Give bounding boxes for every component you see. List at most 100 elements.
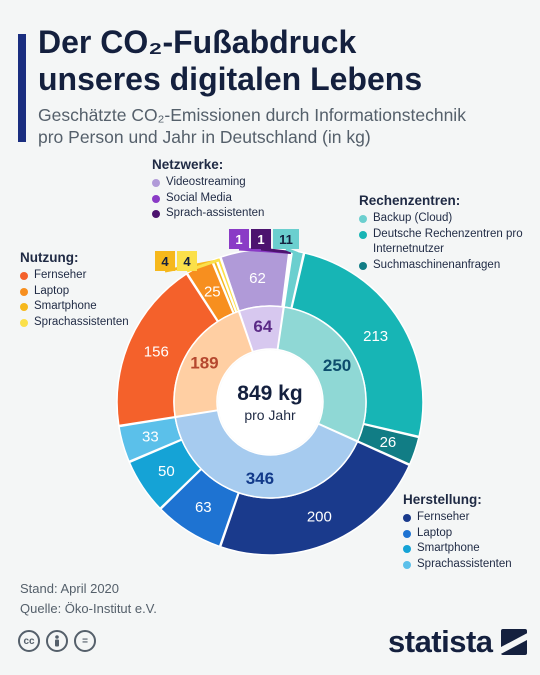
legend-swatch [152,210,160,218]
outer-value-label: 26 [380,434,397,451]
small-value-tab [273,229,299,249]
legend-item: Sprachassistenten [20,315,160,331]
legend-label: Sprach-assistenten [166,207,265,219]
legend-swatch [359,215,367,223]
nd-equals-icon[interactable]: = [74,630,96,652]
legend-swatch [20,318,28,327]
legend-item: Fernseher [20,268,160,284]
brand-name: statista [388,624,493,659]
outer-value-label: 200 [307,508,332,525]
small-value-connector [260,247,292,254]
outer-value-label: 1 [235,232,242,247]
legend-nutzung: Nutzung: Fernseher Laptop Smartphone Sprach… [20,250,160,330]
legend-title: Herstellung: [403,492,482,507]
legend-item: Deutsche Rechenzentren pro Internetnutze… [359,227,529,258]
title-line-2: unseres digitalen Lebens [38,61,423,97]
outer-value-label: 213 [363,328,388,345]
legend-swatch [359,230,367,239]
license-icons: cc = [18,630,96,652]
legend-label: Videostreaming [166,176,246,188]
outer-value-label: 50 [158,463,175,480]
legend-label: Smartphone [417,542,480,554]
inner-value-label: 346 [246,469,274,488]
total-label: pro Jahr [244,407,296,423]
legend-label: Smartphone [34,300,97,312]
legend-label: Deutsche Rechenzentren pro Internetnutze… [373,227,523,256]
outer-value-label: 4 [161,254,169,269]
footer-notes: Stand: April 2020 Quelle: Öko-Institut e… [20,579,157,619]
small-value-connector [285,247,299,255]
outer-value-label: 4 [183,254,191,269]
footer-stand: Stand: April 2020 [20,581,120,596]
inner-value-label: 189 [190,354,218,373]
title-accent-bar [18,34,26,142]
small-value-tab [229,229,249,249]
legend-item: Laptop [20,284,160,300]
legend-item: Sprach-assistenten [152,206,282,222]
small-value-tab [177,251,197,271]
legend-swatch [20,303,28,311]
legend-item: Backup (Cloud) [359,211,529,227]
legend-item: Videostreaming [152,175,282,191]
legend-label: Fernseher [34,269,87,281]
center-hole [218,350,322,454]
legend-swatch [403,514,411,522]
legend-rechenzentren: Rechenzentren: Backup (Cloud) Deutsche Re… [359,193,529,273]
inner-segment-2 [174,409,359,499]
legend-title: Rechenzentren: [359,193,461,208]
outer-value-label: 62 [249,270,266,287]
legend-swatch [152,179,160,187]
inner-segment-3 [173,310,254,418]
small-value-connector [186,258,220,273]
outer-value-label: 25 [204,284,221,301]
by-person-icon[interactable] [46,630,68,652]
legend-item: Social Media [152,191,282,207]
outer-value-label: 33 [142,428,159,445]
subtitle-line-1: Geschätzte CO₂-Emissionen durch Informat… [38,105,466,125]
statista-logo-icon [500,629,527,655]
legend-swatch [403,560,411,569]
outer-value-label: 63 [195,499,212,516]
legend-label: Laptop [34,284,70,297]
legend-label: Social Media [166,191,232,204]
legend-item: Laptop [403,526,533,542]
legend-item: Smartphone [20,299,160,315]
legend-label: Suchmaschinenanfragen [373,258,501,271]
chart-subtitle: Geschätzte CO₂-Emissionen durch Informat… [38,104,466,148]
outer-value-label: 156 [144,343,169,360]
total-value: 849 kg [237,382,302,405]
legend-label: Fernseher [417,511,470,523]
footer-quelle: Quelle: Öko-Institut e.V. [20,601,157,616]
legend-swatch [403,529,411,538]
legend-item: Suchmaschinenanfragen [359,258,529,274]
legend-label: Sprachassistenten [34,315,129,328]
legend-item: Smartphone [403,541,533,557]
outer-value-label: 1 [257,232,264,247]
small-value-tab [155,251,175,271]
legend-swatch [359,261,367,270]
legend-label: Laptop [417,526,453,539]
outer-value-label: 11 [279,232,293,247]
legend-item: Sprachassistenten [403,557,533,573]
inner-segment-1 [276,306,367,443]
inner-value-label: 250 [323,356,351,375]
legend-title: Nutzung: [20,250,79,265]
legend-label: Backup (Cloud) [373,212,453,224]
cc-icon[interactable]: cc [18,630,40,652]
legend-swatch [20,287,28,296]
legend-swatch [403,545,411,553]
legend-herstellung: Herstellung: Fernseher Laptop Smartphone Sp… [403,492,533,572]
legend-netzwerke: Netzwerke: Videostreaming Social Media Spr… [152,157,282,222]
small-value-tab [251,229,271,249]
chart-title: Der CO₂-Fußabdruck unseres digitalen Leb… [38,24,422,98]
legend-title: Netzwerke: [152,157,224,172]
legend-swatch [20,272,28,280]
title-line-1: Der CO₂-Fußabdruck [38,24,357,60]
statista-brand[interactable]: statista [388,624,527,660]
legend-swatch [152,194,160,203]
legend-item: Fernseher [403,510,533,526]
inner-value-label: 64 [253,317,272,336]
legend-label: Sprachassistenten [417,557,512,570]
subtitle-line-2: pro Person und Jahr in Deutschland (in k… [38,127,371,147]
